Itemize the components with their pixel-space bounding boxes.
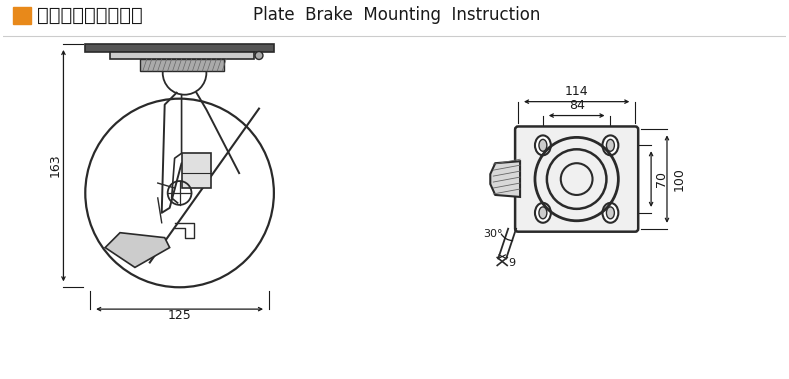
Text: Plate  Brake  Mounting  Instruction: Plate Brake Mounting Instruction: [253, 6, 540, 24]
Bar: [181, 153, 211, 188]
Text: 100: 100: [673, 167, 686, 191]
Ellipse shape: [603, 135, 619, 155]
Circle shape: [255, 52, 263, 60]
Ellipse shape: [539, 139, 547, 151]
Text: 84: 84: [569, 99, 585, 111]
Ellipse shape: [607, 139, 615, 151]
Text: 125: 125: [168, 309, 192, 322]
Bar: [110, 52, 254, 59]
Ellipse shape: [603, 203, 619, 223]
Ellipse shape: [535, 203, 551, 223]
Polygon shape: [105, 233, 170, 268]
Text: 163: 163: [49, 154, 62, 177]
Bar: [85, 44, 274, 52]
Text: 34: 34: [190, 158, 204, 168]
Text: 114: 114: [565, 85, 589, 98]
FancyBboxPatch shape: [515, 127, 638, 232]
Text: 30°: 30°: [484, 229, 503, 239]
Ellipse shape: [535, 135, 551, 155]
Ellipse shape: [539, 207, 547, 219]
Bar: [140, 59, 224, 71]
Text: 9: 9: [508, 258, 515, 268]
Bar: [13, 7, 31, 24]
Text: 平顶刹车安装尺寸图: 平顶刹车安装尺寸图: [36, 6, 142, 25]
Text: 70: 70: [655, 171, 668, 187]
Ellipse shape: [607, 207, 615, 219]
Polygon shape: [490, 161, 520, 197]
